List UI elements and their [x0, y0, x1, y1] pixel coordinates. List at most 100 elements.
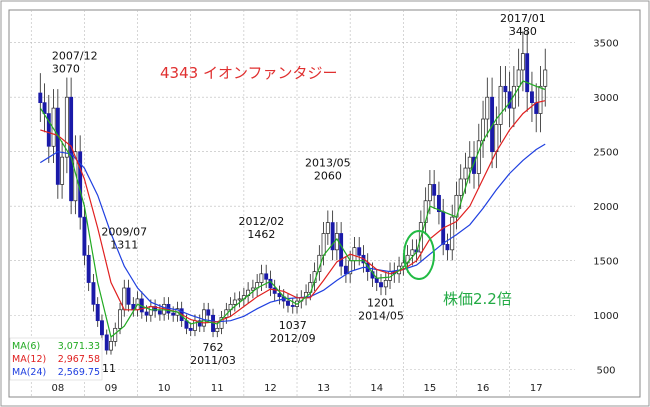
candle-body — [286, 300, 290, 306]
candle-body — [250, 287, 255, 291]
candle-body — [383, 280, 388, 288]
candle-body — [525, 53, 530, 93]
candle-body — [450, 216, 455, 251]
candle-body — [206, 309, 211, 316]
candle-body — [126, 287, 131, 305]
candle-body — [232, 299, 237, 305]
y-tick-label: 1000 — [593, 311, 618, 322]
legend-ma24-label: MA(24) — [12, 367, 46, 378]
candle-body — [73, 151, 78, 202]
candle-body — [494, 124, 499, 153]
candle-body — [330, 222, 335, 251]
x-tick-label: 09 — [105, 383, 118, 394]
candle-body — [490, 96, 495, 153]
candle-body — [325, 222, 330, 234]
candle-body — [148, 306, 153, 316]
candle-body — [410, 249, 415, 256]
candle-body — [321, 233, 326, 256]
candle-body — [171, 312, 176, 316]
annotation-line1: 2009/07 — [101, 225, 147, 238]
candle-body — [264, 273, 269, 280]
candle-body — [516, 69, 521, 87]
ma12-line — [40, 100, 546, 324]
candle-body — [100, 320, 104, 336]
candle-body — [277, 293, 282, 298]
annotation-line1: 762 — [203, 341, 224, 354]
annotation-line2: 2011/03 — [190, 354, 236, 367]
legend-ma6-label: MA(6) — [12, 341, 40, 352]
highlight-ellipse — [403, 230, 435, 280]
x-tick-label: 17 — [530, 383, 543, 394]
candle-body — [237, 298, 242, 301]
x-tick-label: 14 — [370, 383, 383, 394]
x-tick-label: 15 — [424, 383, 437, 394]
candle-body — [472, 156, 476, 174]
legend-ma12-value: 2,967.58 — [58, 354, 100, 365]
legend-box — [9, 337, 103, 381]
low-partial-label: 11 — [102, 362, 116, 375]
candle-body — [352, 247, 357, 262]
annotation-line2: 3070 — [52, 63, 80, 76]
candle-body — [219, 317, 224, 329]
candle-body — [379, 282, 383, 288]
candle-body — [476, 140, 481, 174]
candle-body — [432, 184, 437, 196]
candle-body — [55, 107, 60, 185]
candle-body — [436, 194, 441, 213]
candle-body — [215, 327, 220, 332]
x-tick-label: 12 — [264, 383, 277, 394]
candle-body — [197, 320, 202, 327]
candle-body — [91, 282, 96, 305]
annotation-line2: 3480 — [509, 25, 537, 38]
candle-body — [104, 334, 109, 351]
candle-body — [543, 69, 548, 87]
candle-body — [272, 287, 277, 294]
candle-body — [86, 254, 91, 283]
ma6-line — [39, 80, 546, 339]
candle-body — [467, 156, 472, 169]
legend-ma24-value: 2,569.75 — [58, 367, 100, 378]
plot-area-border — [8, 9, 641, 398]
candle-body — [157, 310, 162, 315]
candle-body — [481, 118, 485, 142]
candle-body — [357, 247, 362, 256]
chart-title: 4343 イオンファンタジー — [160, 64, 338, 82]
legend: MA(6) 3,071.33 MA(12) 2,967.58 MA(24) 2,… — [9, 337, 103, 381]
candle-body — [339, 233, 344, 267]
annotation-line2: 2014/05 — [358, 309, 404, 322]
candle-body — [109, 341, 113, 351]
candle-body — [188, 327, 193, 331]
candle-body — [374, 277, 379, 283]
candle-body — [538, 85, 543, 114]
annotation-line2: 1311 — [110, 238, 138, 251]
candle-body — [343, 265, 348, 275]
annotation-line1: 1037 — [279, 319, 307, 332]
y-tick-label: 500 — [596, 366, 615, 377]
candle-body — [202, 309, 206, 327]
annotation-line2: 1462 — [247, 228, 275, 241]
candle-body — [64, 96, 69, 158]
candle-body — [38, 92, 43, 104]
legend-ma6-value: 3,071.33 — [58, 341, 100, 352]
candle-body — [144, 311, 149, 316]
candle-body — [427, 184, 432, 202]
candles — [38, 31, 548, 355]
annotation-line1: 2017/01 — [500, 12, 546, 25]
candle-body — [153, 306, 158, 312]
annotation-line1: 2007/12 — [52, 50, 98, 63]
candle-body — [445, 244, 450, 251]
candle-body — [529, 91, 534, 104]
annotation-line2: 2012/09 — [270, 332, 316, 345]
candle-body — [118, 309, 122, 329]
candle-body — [259, 273, 264, 283]
candle-body — [458, 178, 463, 196]
candle-body — [60, 156, 65, 185]
candle-body — [520, 53, 525, 71]
candle-body — [485, 96, 490, 120]
y-tick-label: 3500 — [593, 39, 618, 50]
annotation-line1: 2012/02 — [239, 215, 285, 228]
y-tick-label: 2000 — [593, 202, 618, 213]
x-tick-label: 08 — [51, 383, 64, 394]
